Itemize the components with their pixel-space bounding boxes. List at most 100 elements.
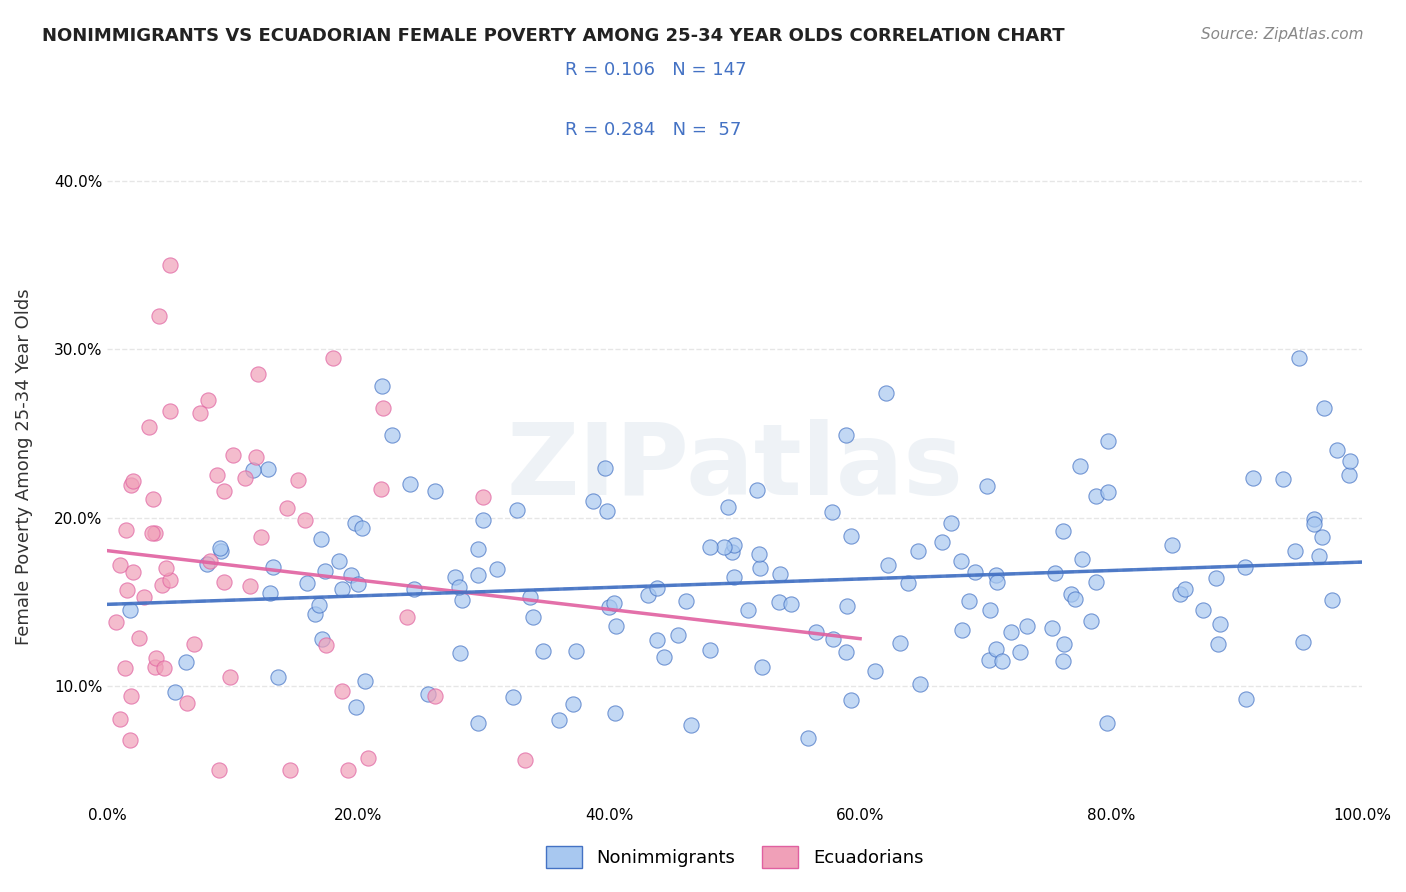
Point (115, 523, 138, 537)
Point (396, 610, 419, 624)
Point (242, 463, 264, 477)
Point (1320, 592, 1343, 607)
Point (748, 560, 770, 574)
Point (835, 428, 858, 442)
Point (118, 732, 141, 747)
Point (143, 526, 166, 541)
Point (332, 683, 354, 698)
Point (357, 750, 380, 764)
Point (1308, 549, 1330, 563)
Point (1040, 621, 1063, 635)
Point (208, 763, 231, 777)
Point (233, 471, 256, 485)
Text: NONIMMIGRANTS VS ECUADORIAN FEMALE POVERTY AMONG 25-34 YEAR OLDS CORRELATION CHA: NONIMMIGRANTS VS ECUADORIAN FEMALE POVER… (42, 27, 1064, 45)
Point (128, 632, 150, 646)
Point (344, 700, 367, 714)
Point (105, 615, 128, 629)
Point (839, 693, 862, 707)
Point (371, 378, 394, 392)
Point (467, 715, 489, 730)
Point (1288, 351, 1310, 365)
Point (1302, 516, 1324, 531)
Point (645, 632, 668, 647)
Point (1302, 512, 1324, 526)
Point (963, 566, 986, 580)
Point (209, 544, 232, 558)
Point (780, 597, 803, 611)
Point (444, 570, 467, 584)
Point (889, 636, 911, 650)
Point (328, 554, 350, 568)
Point (370, 482, 392, 496)
Point (699, 541, 721, 555)
Point (1205, 571, 1227, 585)
Point (502, 690, 524, 704)
Point (877, 558, 900, 573)
Point (190, 406, 212, 420)
Point (418, 687, 440, 701)
Point (1292, 635, 1315, 649)
Point (1234, 692, 1257, 706)
Point (1241, 471, 1264, 485)
Point (314, 565, 336, 579)
Point (699, 643, 721, 657)
Point (108, 713, 131, 727)
Point (821, 504, 844, 518)
Point (1095, 715, 1118, 730)
Point (425, 689, 447, 703)
Point (308, 598, 330, 612)
Point (155, 560, 177, 574)
Point (472, 490, 495, 504)
Point (297, 575, 319, 590)
Point (163, 684, 186, 698)
Point (979, 603, 1001, 617)
Point (304, 607, 326, 622)
Point (250, 530, 273, 544)
Point (647, 581, 669, 595)
Point (1326, 443, 1348, 458)
Point (354, 673, 377, 688)
Point (222, 448, 245, 462)
Point (212, 483, 235, 498)
Point (593, 461, 616, 475)
Point (602, 596, 624, 610)
Point (1085, 489, 1108, 503)
Point (132, 590, 155, 604)
Point (309, 533, 332, 547)
Point (564, 644, 586, 658)
Point (1010, 645, 1032, 659)
Point (108, 558, 131, 572)
Point (806, 624, 828, 639)
Point (120, 690, 142, 704)
Point (399, 476, 422, 491)
Point (287, 473, 309, 487)
Point (1097, 434, 1119, 448)
Point (1339, 454, 1361, 468)
Y-axis label: Female Poverty Among 25-34 Year Olds: Female Poverty Among 25-34 Year Olds (15, 289, 32, 645)
Point (797, 731, 820, 746)
Point (837, 599, 859, 614)
Point (1043, 566, 1066, 580)
Point (159, 574, 181, 588)
Point (675, 594, 697, 608)
Point (652, 649, 675, 664)
Point (1063, 592, 1085, 607)
Point (276, 500, 298, 515)
Point (605, 706, 627, 720)
Point (1080, 614, 1102, 628)
Point (472, 513, 495, 527)
Point (950, 624, 973, 638)
Point (823, 632, 845, 646)
Point (1339, 468, 1361, 483)
Point (1097, 485, 1119, 500)
Point (991, 654, 1014, 668)
Point (373, 401, 395, 416)
Point (907, 544, 929, 558)
Point (748, 548, 770, 562)
Point (330, 582, 353, 597)
Point (195, 557, 218, 571)
Point (447, 580, 470, 594)
Point (467, 542, 489, 557)
Point (219, 670, 242, 684)
Point (207, 467, 229, 482)
